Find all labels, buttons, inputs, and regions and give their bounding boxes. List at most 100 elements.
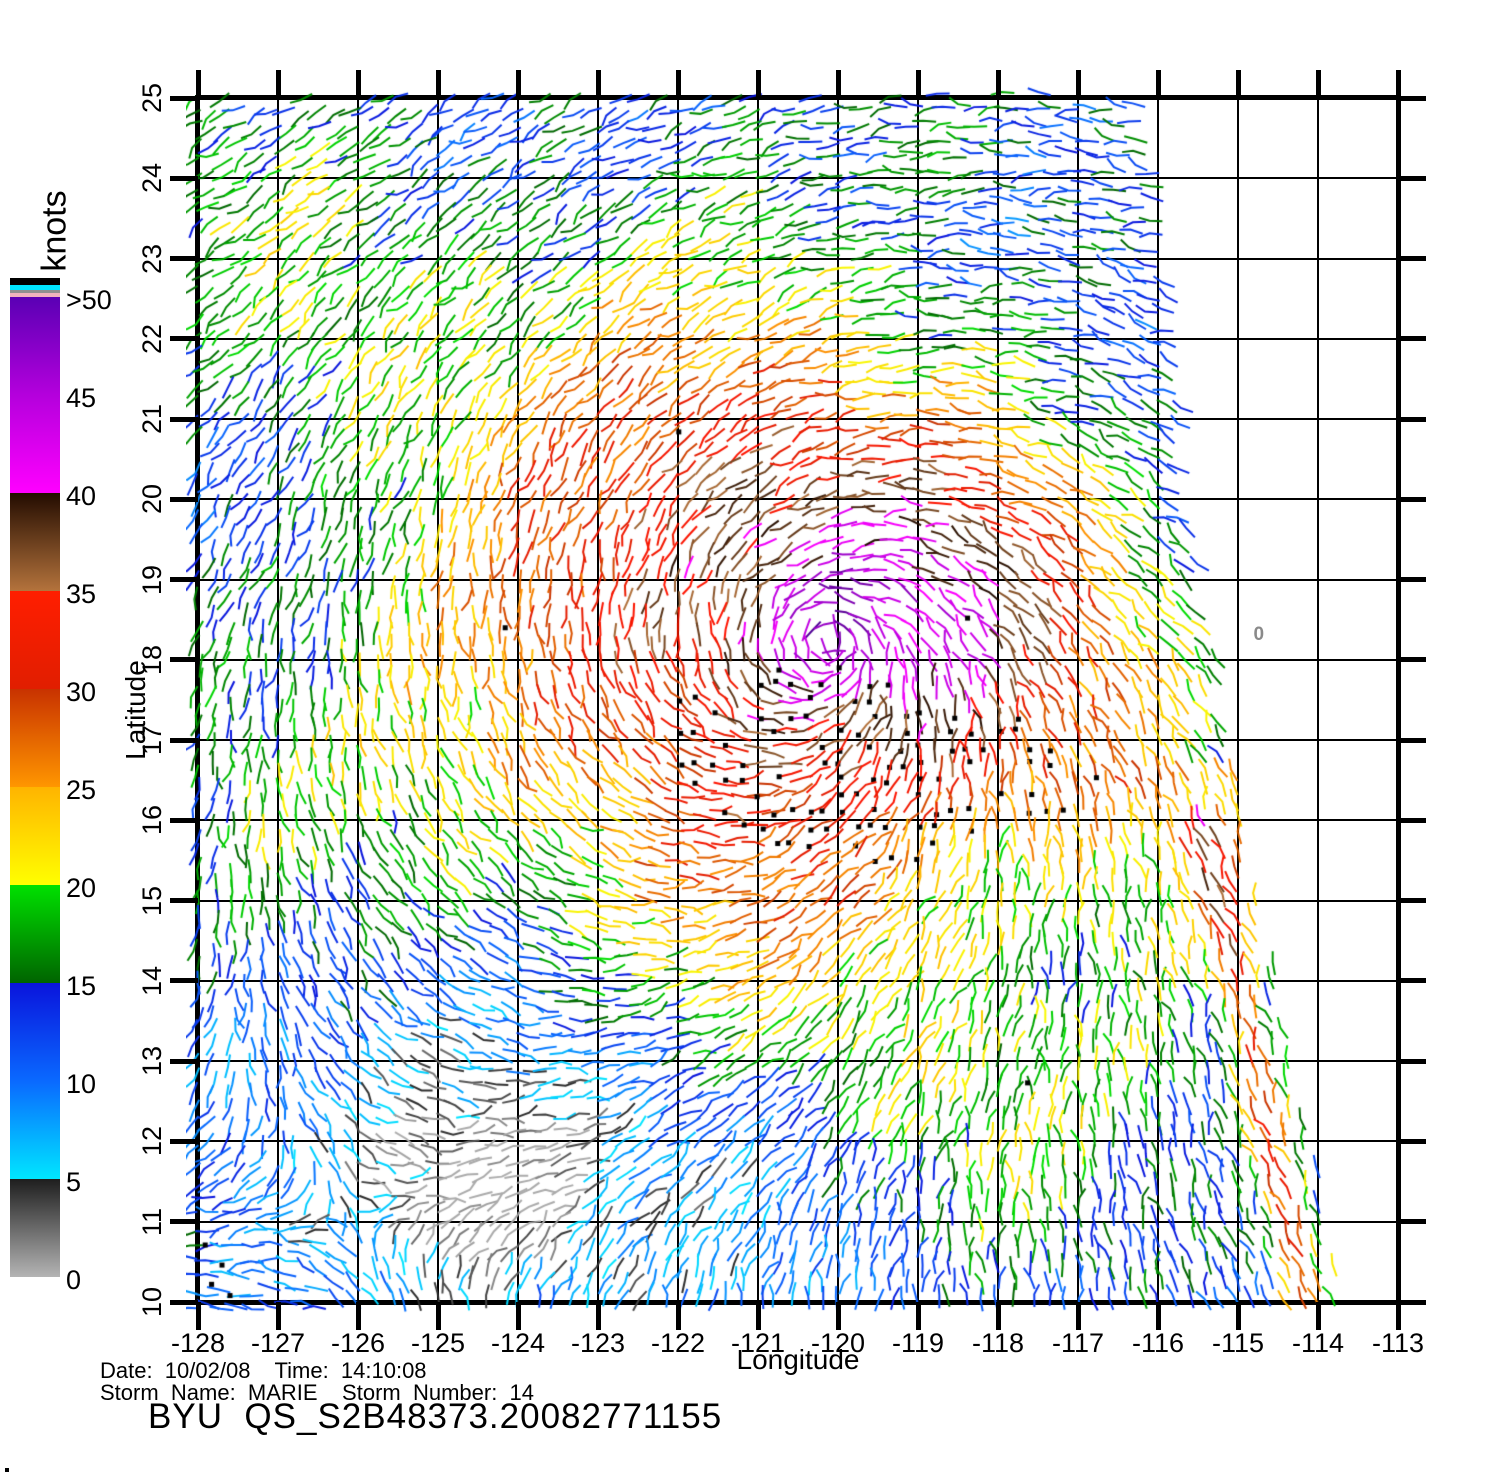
y-tick-right <box>1398 1299 1426 1305</box>
x-tick-label: -127 <box>250 1328 306 1358</box>
y-tick-right <box>1398 978 1426 984</box>
colorbar-tick-label: >50 <box>66 285 112 315</box>
colorbar-tick-label: 45 <box>66 383 97 413</box>
y-tick-right <box>1398 1058 1426 1064</box>
x-tick-top <box>435 70 441 98</box>
x-tick-label: -114 <box>1291 1328 1345 1358</box>
colorbar-stripe <box>10 285 60 290</box>
y-tick-label: 16 <box>137 805 167 836</box>
x-tick-label: -113 <box>1371 1328 1425 1358</box>
colorbar-tick-label: 15 <box>66 971 97 1001</box>
x-axis-title: Longitude <box>736 1344 860 1375</box>
footer-storm-info: Storm Name: MARIE Storm Number: 14 <box>100 1380 534 1405</box>
x-tick-label: -115 <box>1211 1328 1265 1358</box>
x-tick-top <box>275 70 281 98</box>
colorbar-tick-label: 20 <box>66 873 97 903</box>
wind-vector-field-canvas <box>186 76 1416 1338</box>
y-tick-left <box>170 175 198 181</box>
y-tick-right <box>1398 1219 1426 1225</box>
y-tick-right <box>1398 817 1426 823</box>
y-tick-right <box>1398 496 1426 502</box>
colorbar-tick-label: 10 <box>66 1069 97 1099</box>
x-tick-bottom <box>675 1302 681 1330</box>
y-tick-left <box>170 1219 198 1225</box>
x-tick-label: -128 <box>170 1328 226 1358</box>
x-tick-top <box>195 70 201 98</box>
x-tick-label: -124 <box>490 1328 546 1358</box>
x-tick-top <box>1075 70 1081 98</box>
x-tick-label: -121 <box>730 1328 786 1358</box>
x-tick-bottom <box>755 1302 761 1330</box>
colorbar-extra-stripes <box>10 278 60 297</box>
colorbar-tick-label: 25 <box>66 775 97 805</box>
x-tick-bottom <box>195 1302 201 1330</box>
footer-date-time: Date: 10/02/08 Time: 14:10:08 <box>100 1358 427 1383</box>
x-tick-bottom <box>435 1302 441 1330</box>
colorbar-tick-label: 0 <box>66 1265 82 1295</box>
y-tick-label: 25 <box>137 82 167 114</box>
x-tick-label: -125 <box>410 1328 466 1358</box>
y-tick-left <box>170 95 198 101</box>
colorbar-gradient <box>10 297 60 1277</box>
y-tick-right <box>1398 416 1426 422</box>
x-tick-top <box>1395 70 1401 98</box>
x-tick-bottom <box>1395 1302 1401 1330</box>
colorbar-tick-label: 40 <box>66 481 97 511</box>
x-tick-label: -117 <box>1051 1328 1105 1358</box>
x-tick-top <box>835 70 841 98</box>
x-tick-top <box>515 70 521 98</box>
stray-dot <box>5 1468 9 1472</box>
x-tick-top <box>995 70 1001 98</box>
y-tick-left <box>170 898 198 904</box>
y-tick-label: 22 <box>137 323 167 354</box>
footer-dataset-id: BYU QS_S2B48373.20082771155 <box>148 1397 723 1436</box>
colorbar-stripe <box>10 278 60 285</box>
y-tick-right <box>1398 95 1426 101</box>
x-tick-bottom <box>355 1302 361 1330</box>
y-tick-left <box>170 496 198 502</box>
y-tick-label: 24 <box>137 163 167 194</box>
colorbar-stripe <box>10 290 60 293</box>
x-tick-label: -118 <box>971 1328 1025 1358</box>
x-tick-label: -120 <box>810 1328 866 1358</box>
colorbar-tick-label: 30 <box>66 677 97 707</box>
y-tick-right <box>1398 1138 1426 1144</box>
y-tick-label: 17 <box>137 725 167 756</box>
x-tick-bottom <box>1155 1302 1161 1330</box>
y-tick-right <box>1398 657 1426 663</box>
x-tick-label: -116 <box>1131 1328 1185 1358</box>
x-tick-top <box>355 70 361 98</box>
y-tick-left <box>170 1299 198 1305</box>
x-tick-top <box>1155 70 1161 98</box>
y-tick-left <box>170 737 198 743</box>
colorbar-title: knots <box>35 190 74 272</box>
y-tick-label: 23 <box>137 243 167 274</box>
y-tick-left <box>170 256 198 262</box>
x-tick-label: -126 <box>330 1328 386 1358</box>
x-tick-bottom <box>915 1302 921 1330</box>
y-tick-right <box>1398 737 1426 743</box>
y-tick-left <box>170 336 198 342</box>
y-tick-left <box>170 1058 198 1064</box>
zero-contour-label: 0 <box>1253 623 1265 645</box>
x-tick-bottom <box>595 1302 601 1330</box>
x-tick-bottom <box>1235 1302 1241 1330</box>
colorbar-tick-label: 5 <box>66 1167 82 1197</box>
y-tick-right <box>1398 898 1426 904</box>
y-tick-right <box>1398 336 1426 342</box>
y-tick-right <box>1398 256 1426 262</box>
y-tick-left <box>170 978 198 984</box>
y-tick-left <box>170 577 198 583</box>
x-tick-bottom <box>275 1302 281 1330</box>
y-tick-left <box>170 416 198 422</box>
colorbar-stripe <box>10 293 60 297</box>
x-tick-label: -123 <box>570 1328 626 1358</box>
x-tick-label: -119 <box>891 1328 945 1358</box>
x-tick-bottom <box>1315 1302 1321 1330</box>
x-tick-top <box>675 70 681 98</box>
x-tick-top <box>915 70 921 98</box>
y-tick-label: 11 <box>137 1207 167 1236</box>
x-tick-top <box>755 70 761 98</box>
x-tick-top <box>595 70 601 98</box>
y-tick-left <box>170 817 198 823</box>
